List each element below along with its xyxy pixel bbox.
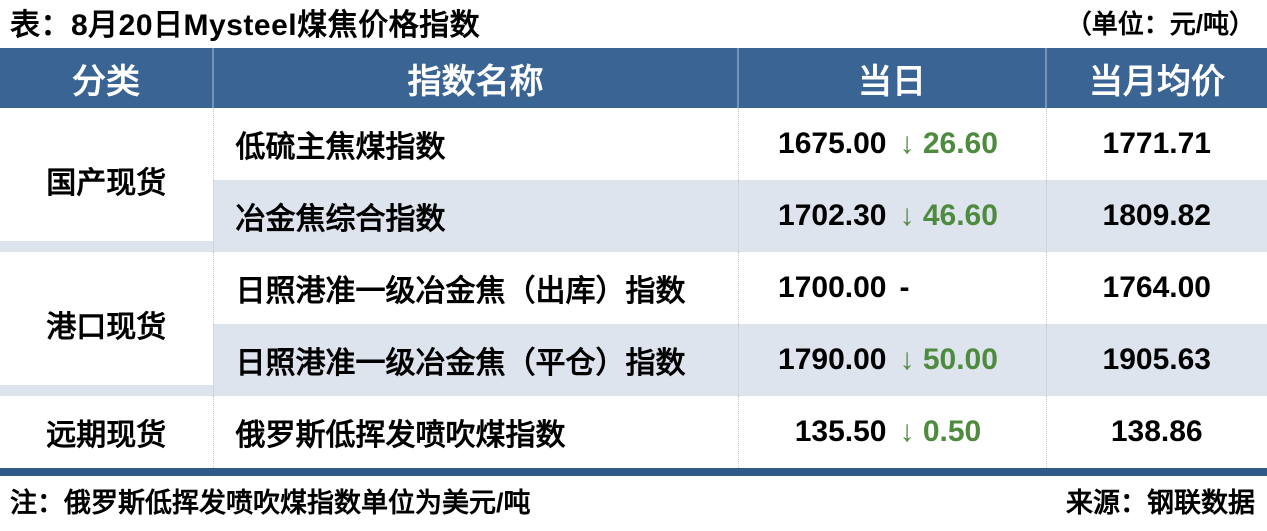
index-name-cell: 俄罗斯低挥发喷吹煤指数 bbox=[213, 396, 739, 468]
header-row: 分类 指数名称 当日 当月均价 bbox=[0, 48, 1267, 108]
daily-value: 1702.30 bbox=[778, 199, 887, 232]
daily-value-cell: 1700.00- bbox=[738, 252, 1047, 324]
change-down-value: ↓ 26.60 bbox=[899, 127, 998, 160]
footer-bar: 注：俄罗斯低挥发喷吹煤指数单位为美元/吨 来源：钢联数据 bbox=[0, 476, 1267, 531]
change-down-value: ↓ 50.00 bbox=[899, 343, 998, 376]
table-bottom-rule bbox=[0, 468, 1267, 476]
category-cell: 国产现货 bbox=[0, 108, 214, 252]
daily-value-cell: 1790.00 ↓ 50.00 bbox=[738, 324, 1047, 396]
month-avg-cell: 138.86 bbox=[1046, 396, 1267, 468]
table-row: 港口现货 日照港准一级冶金焦（出库）指数 1700.00-1764.00 bbox=[0, 252, 1267, 396]
daily-value-cell: 135.50 ↓ 0.50 bbox=[738, 396, 1047, 468]
column-header: 指数名称 bbox=[213, 48, 739, 108]
daily-value-cell: 1702.30 ↓ 46.60 bbox=[738, 180, 1047, 252]
index-name-cell: 低硫主焦煤指数 bbox=[213, 108, 739, 180]
footnote: 注：俄罗斯低挥发喷吹煤指数单位为美元/吨 bbox=[10, 488, 531, 518]
table-header: 分类 指数名称 当日 当月均价 bbox=[0, 48, 1267, 108]
change-down-value: ↓ 0.50 bbox=[899, 415, 982, 448]
month-avg-cell: 1809.82 bbox=[1046, 180, 1267, 252]
column-header: 当日 bbox=[738, 48, 1047, 108]
daily-value: 1700.00 bbox=[778, 271, 887, 304]
unit-label: （单位：元/吨） bbox=[1065, 8, 1255, 39]
column-header: 分类 bbox=[0, 48, 214, 108]
month-avg-cell: 1764.00 bbox=[1046, 252, 1267, 324]
price-index-table: 分类 指数名称 当日 当月均价 国产现货 低硫主焦煤指数 1675.00 ↓ 26.60 17… bbox=[0, 48, 1267, 468]
daily-value: 1675.00 bbox=[778, 127, 887, 160]
month-avg-cell: 1771.71 bbox=[1046, 108, 1267, 180]
index-name-cell: 日照港准一级冶金焦（平仓）指数 bbox=[213, 324, 739, 396]
table-row: 国产现货 低硫主焦煤指数 1675.00 ↓ 26.60 1771.71 bbox=[0, 108, 1267, 252]
month-avg-cell: 1905.63 bbox=[1046, 324, 1267, 396]
table-row: 远期现货 俄罗斯低挥发喷吹煤指数 135.50 ↓ 0.50 138.86 bbox=[0, 396, 1267, 468]
table-body: 国产现货 低硫主焦煤指数 1675.00 ↓ 26.60 1771.71 冶金焦综合指数 1… bbox=[0, 108, 1267, 468]
index-name-cell: 冶金焦综合指数 bbox=[213, 180, 739, 252]
category-cell: 港口现货 bbox=[0, 252, 214, 396]
table-row: 冶金焦综合指数 1702.30 ↓ 46.60 1809.82 bbox=[0, 180, 1267, 252]
index-name-cell: 日照港准一级冶金焦（出库）指数 bbox=[213, 252, 739, 324]
source-label: 来源：钢联数据 bbox=[1066, 488, 1255, 518]
change-flat-value: - bbox=[899, 271, 910, 304]
daily-value: 135.50 bbox=[794, 415, 887, 448]
category-cell: 远期现货 bbox=[0, 396, 214, 468]
daily-value: 1790.00 bbox=[778, 343, 887, 376]
daily-value-cell: 1675.00 ↓ 26.60 bbox=[738, 108, 1047, 180]
table-row: 日照港准一级冶金焦（平仓）指数 1790.00 ↓ 50.00 1905.63 bbox=[0, 324, 1267, 396]
change-down-value: ↓ 46.60 bbox=[899, 199, 998, 232]
title-bar: 表：8月20日Mysteel煤焦价格指数 （单位：元/吨） bbox=[0, 0, 1267, 48]
column-header: 当月均价 bbox=[1046, 48, 1267, 108]
page-title: 表：8月20日Mysteel煤焦价格指数 bbox=[10, 9, 481, 42]
